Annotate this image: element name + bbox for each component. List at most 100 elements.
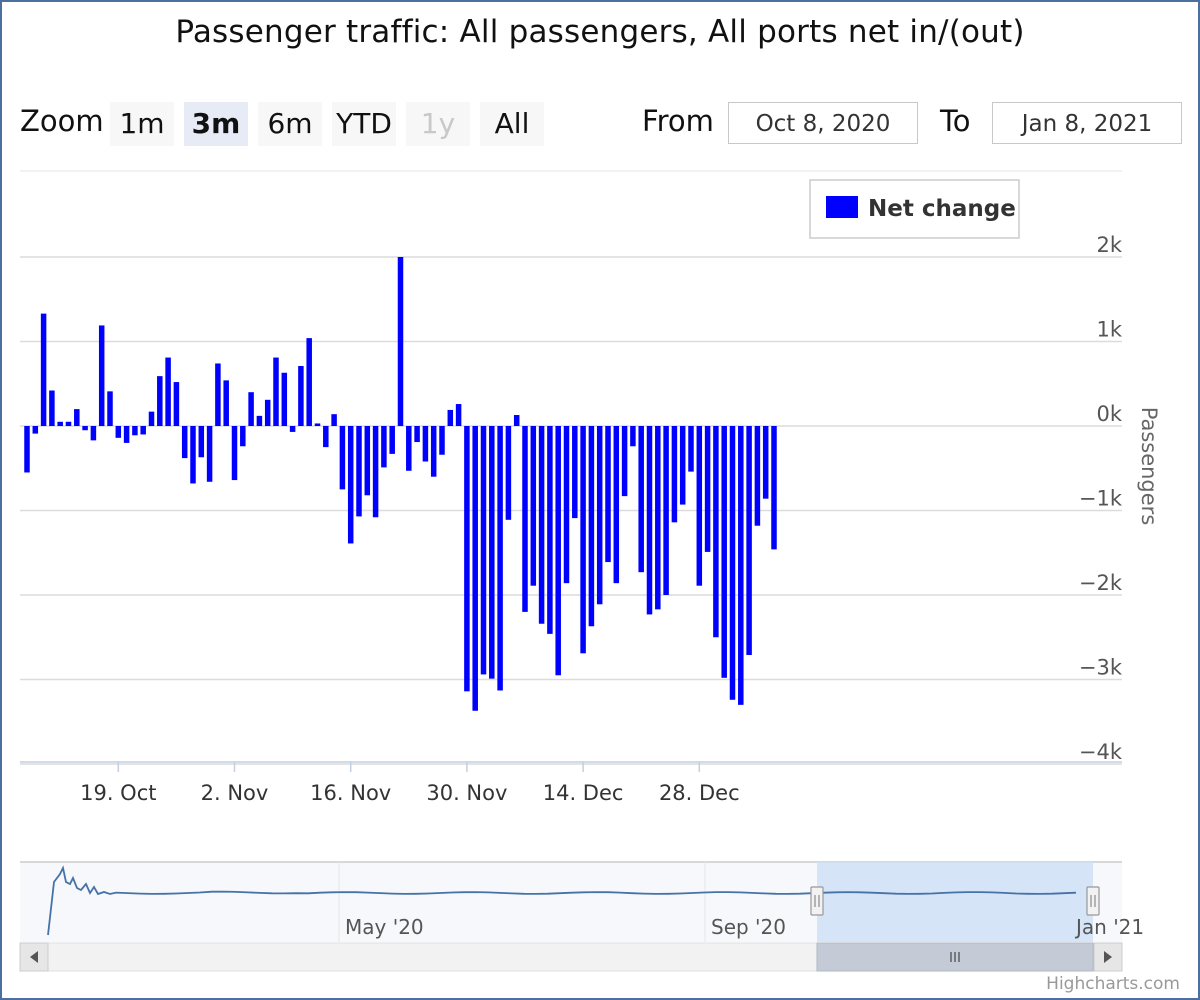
bar[interactable]	[40, 313, 47, 426]
bar[interactable]	[621, 426, 628, 497]
bar[interactable]	[455, 404, 462, 426]
bar[interactable]	[522, 426, 528, 612]
bar[interactable]	[605, 426, 611, 563]
bar[interactable]	[173, 382, 180, 426]
bar[interactable]	[671, 426, 678, 523]
bar[interactable]	[24, 426, 30, 473]
highcharts-credit[interactable]: Highcharts.com	[1046, 974, 1180, 994]
bar[interactable]	[572, 426, 578, 519]
bar[interactable]	[356, 426, 362, 517]
bar[interactable]	[240, 426, 246, 447]
bar[interactable]	[256, 415, 263, 426]
bar[interactable]	[530, 426, 537, 586]
bar[interactable]	[65, 421, 72, 426]
bar[interactable]	[663, 426, 669, 595]
bar[interactable]	[563, 426, 570, 584]
bar[interactable]	[679, 426, 686, 505]
bar[interactable]	[738, 426, 744, 705]
bar[interactable]	[696, 426, 703, 586]
bar[interactable]	[82, 426, 88, 431]
bar[interactable]	[422, 426, 429, 462]
bar[interactable]	[364, 426, 371, 496]
bar[interactable]	[505, 426, 512, 520]
bar[interactable]	[157, 376, 163, 426]
zoom-ytd-button[interactable]: YTD	[332, 102, 396, 146]
zoom-1m-button[interactable]: 1m	[110, 102, 174, 146]
bar[interactable]	[406, 426, 412, 471]
bar[interactable]	[447, 409, 454, 426]
bar[interactable]	[347, 426, 354, 544]
bar[interactable]	[223, 380, 229, 426]
bar[interactable]	[497, 426, 503, 691]
bar[interactable]	[704, 426, 711, 552]
bar[interactable]	[513, 415, 520, 426]
bar[interactable]	[588, 426, 595, 627]
bar[interactable]	[132, 426, 138, 436]
bar[interactable]	[181, 426, 188, 459]
bar[interactable]	[32, 426, 39, 434]
zoom-3m-button[interactable]: 3m	[184, 102, 248, 146]
bar[interactable]	[547, 426, 553, 634]
bar[interactable]	[215, 363, 221, 426]
bar[interactable]	[264, 399, 271, 426]
bar[interactable]	[480, 426, 487, 675]
bar[interactable]	[655, 426, 661, 610]
bar[interactable]	[140, 426, 146, 435]
bar[interactable]	[381, 426, 387, 468]
bar[interactable]	[638, 426, 644, 573]
bar[interactable]	[306, 338, 312, 426]
bar[interactable]	[580, 426, 586, 654]
bar[interactable]	[148, 411, 155, 426]
bar[interactable]	[596, 426, 603, 605]
bar[interactable]	[57, 421, 63, 426]
bar[interactable]	[646, 426, 653, 615]
bar[interactable]	[190, 426, 196, 484]
bar[interactable]	[397, 257, 404, 426]
to-date-input[interactable]: Jan 8, 2021	[992, 102, 1182, 144]
bar[interactable]	[90, 426, 97, 441]
bar[interactable]	[472, 426, 478, 711]
bar[interactable]	[630, 426, 636, 447]
navigator-left-handle[interactable]	[810, 886, 824, 916]
bar[interactable]	[721, 426, 727, 678]
bar[interactable]	[314, 423, 321, 426]
navigator-selected-range[interactable]	[817, 862, 1093, 942]
bar[interactable]	[613, 426, 620, 584]
bar[interactable]	[430, 426, 437, 477]
bar[interactable]	[372, 426, 379, 518]
bar[interactable]	[414, 426, 420, 443]
bar[interactable]	[389, 426, 395, 454]
bar[interactable]	[198, 426, 205, 458]
bar[interactable]	[464, 426, 470, 692]
bar[interactable]	[281, 372, 288, 426]
bar[interactable]	[489, 426, 495, 679]
bar[interactable]	[49, 390, 55, 426]
bar[interactable]	[74, 409, 80, 426]
zoom-all-button[interactable]: All	[480, 102, 544, 146]
bar[interactable]	[248, 392, 254, 426]
bar[interactable]	[206, 426, 213, 482]
bar[interactable]	[323, 426, 329, 448]
bar[interactable]	[754, 426, 761, 526]
bar[interactable]	[165, 357, 171, 426]
bar[interactable]	[771, 426, 777, 550]
bar[interactable]	[273, 357, 279, 426]
bar[interactable]	[289, 426, 296, 432]
from-date-input[interactable]: Oct 8, 2020	[728, 102, 918, 144]
bar[interactable]	[331, 414, 337, 426]
bar[interactable]	[231, 426, 238, 481]
bar[interactable]	[107, 391, 113, 426]
bar[interactable]	[538, 426, 545, 624]
bar[interactable]	[98, 325, 105, 426]
bar[interactable]	[123, 426, 130, 443]
bar[interactable]	[688, 426, 694, 472]
navigator-right-handle[interactable]	[1086, 886, 1100, 916]
bar[interactable]	[439, 426, 445, 455]
bar[interactable]	[555, 426, 561, 676]
bar[interactable]	[339, 426, 346, 490]
zoom-1y-button[interactable]: 1y	[406, 102, 470, 146]
bar[interactable]	[746, 426, 752, 655]
zoom-6m-button[interactable]: 6m	[258, 102, 322, 146]
bar[interactable]	[713, 426, 719, 638]
bar[interactable]	[762, 426, 769, 499]
